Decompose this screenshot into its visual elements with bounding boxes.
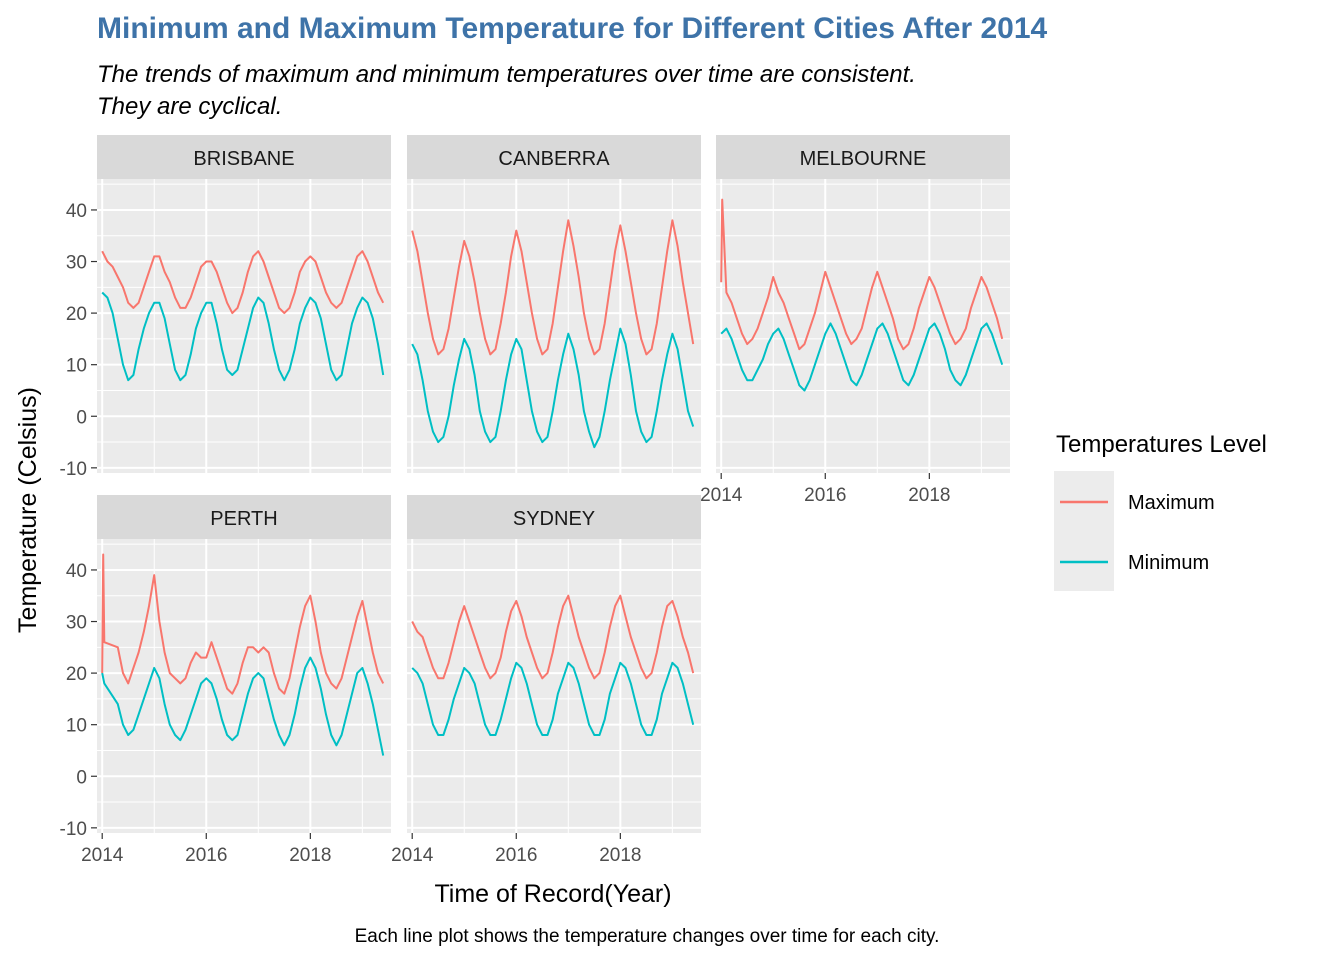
y-tick-label: 30 <box>66 613 87 634</box>
legend-title: Temperatures Level <box>1056 431 1267 458</box>
facet-strip <box>97 495 391 539</box>
panel-background <box>97 179 391 473</box>
chart-subtitle-line-2: They are cyclical. <box>97 93 282 120</box>
x-tick-label: 2016 <box>185 845 227 866</box>
facet-strip-label: CANBERRA <box>498 148 610 170</box>
series-line-minimum <box>411 661 695 736</box>
x-tick-label: 2014 <box>81 845 124 866</box>
x-tick-label: 2016 <box>804 485 846 506</box>
facet-strip <box>716 135 1010 179</box>
y-tick-label: -10 <box>60 459 87 480</box>
panel-background <box>407 179 701 473</box>
chart-title: Minimum and Maximum Temperature for Diff… <box>97 12 1048 45</box>
series-line-maximum <box>101 553 385 695</box>
facet-strip-label: MELBOURNE <box>800 148 927 170</box>
facet-strip <box>407 135 701 179</box>
y-tick-label: 20 <box>66 304 87 325</box>
facet-strip <box>97 135 391 179</box>
y-tick-label: 0 <box>76 407 87 428</box>
y-tick-label: 10 <box>66 356 87 377</box>
x-tick-label: 2018 <box>289 845 331 866</box>
x-tick-label: 2014 <box>700 485 743 506</box>
y-tick-label: 40 <box>66 561 87 582</box>
facet-panel-canberra: CANBERRA <box>407 135 701 473</box>
series-line-minimum <box>720 322 1004 392</box>
facet-strip <box>407 495 701 539</box>
facet-strip-label: PERTH <box>210 508 277 530</box>
y-tick-label: 0 <box>76 767 87 788</box>
facet-strip-label: SYDNEY <box>513 508 595 530</box>
x-tick-label: 2018 <box>599 845 641 866</box>
y-axis-title: Temperature (Celsius) <box>14 387 42 633</box>
y-tick-label: 30 <box>66 253 87 274</box>
x-axis-title: Time of Record(Year) <box>434 880 671 908</box>
legend-label-maximum: Maximum <box>1128 492 1215 514</box>
series-line-minimum <box>411 327 695 449</box>
facet-panel-sydney: SYDNEY 2014 2016 2018 <box>391 495 701 866</box>
legend-key-background <box>1054 471 1114 591</box>
panel-background <box>97 539 391 833</box>
x-tick-label: 2014 <box>391 845 434 866</box>
series-line-minimum <box>101 291 385 382</box>
series-line-maximum <box>411 594 695 680</box>
facet-panel-melbourne: MELBOURNE 2014 2016 2018 <box>700 135 1010 506</box>
chart-subtitle-line-1: The trends of maximum and minimum temper… <box>97 61 916 88</box>
series-line-maximum <box>101 250 385 315</box>
chart-caption: Each line plot shows the temperature cha… <box>355 926 940 947</box>
x-tick-label: 2016 <box>495 845 537 866</box>
series-line-maximum <box>720 198 1004 351</box>
series-line-minimum <box>101 656 385 756</box>
series-line-maximum <box>411 219 695 356</box>
y-tick-label: -10 <box>60 819 87 840</box>
y-tick-label: 40 <box>66 201 87 222</box>
facet-strip-label: BRISBANE <box>193 148 294 170</box>
legend: Temperatures Level Maximum Minimum <box>1054 431 1267 591</box>
legend-label-minimum: Minimum <box>1128 552 1209 574</box>
panel-background <box>407 539 701 833</box>
y-tick-label: 20 <box>66 664 87 685</box>
facet-panel-brisbane: BRISBANE -10 0 10 20 30 40 <box>60 135 391 480</box>
x-tick-label: 2018 <box>908 485 950 506</box>
y-tick-label: 10 <box>66 716 87 737</box>
facet-panel-perth: PERTH -10 0 10 20 30 40 2014 2016 2018 <box>60 495 391 866</box>
